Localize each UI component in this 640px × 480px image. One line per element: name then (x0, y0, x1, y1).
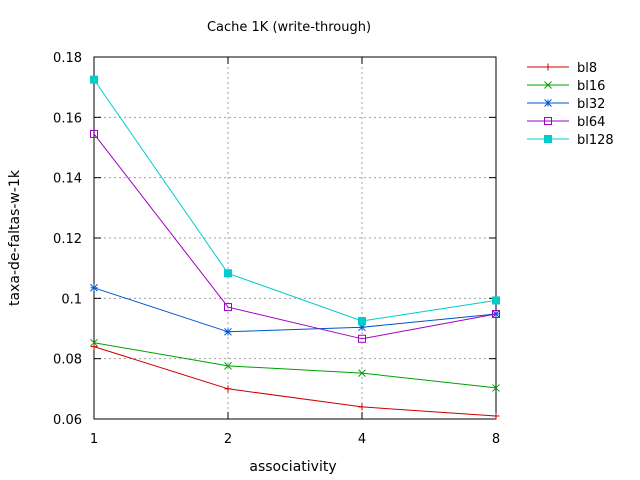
y-tick-label: 0.06 (53, 413, 82, 428)
legend-label: bl32 (577, 97, 605, 112)
data-point (90, 283, 98, 292)
legend-entry: bl64 (527, 115, 605, 130)
data-point (544, 117, 552, 125)
series-line (93, 79, 497, 322)
data-point (492, 296, 500, 305)
y-tick-label: 0.16 (53, 111, 82, 126)
data-point (224, 327, 232, 336)
series-line (93, 287, 497, 333)
legend-label: bl8 (577, 61, 597, 76)
data-point (358, 403, 366, 411)
x-tick-label: 1 (90, 432, 98, 447)
data-point (224, 362, 232, 370)
data-point (90, 129, 98, 138)
data-point (544, 99, 552, 107)
series-line (93, 342, 497, 389)
legend-label: bl64 (577, 115, 605, 130)
data-point (492, 412, 500, 420)
y-tick-label: 0.08 (53, 353, 82, 368)
data-point (224, 269, 232, 278)
legend: bl8 bl16 bl32 bl64 bl128 (527, 61, 614, 148)
data-point (358, 369, 366, 378)
series-bl128 (90, 75, 500, 325)
legend-entry: bl128 (527, 133, 614, 148)
data-point (544, 63, 552, 71)
series-layer (90, 75, 500, 420)
data-point (224, 385, 232, 393)
ticks: 0.06 0.08 0.1 0.12 0.14 0.16 0.18 1 2 4 8 (53, 51, 500, 447)
x-axis-title: associativity (249, 459, 336, 475)
data-point (544, 81, 552, 89)
y-axis-title: taxa-de-faltas-w-1k (7, 169, 23, 306)
series-line (93, 346, 497, 417)
data-point (90, 343, 98, 351)
data-point (358, 316, 366, 325)
y-tick-label: 0.12 (53, 232, 82, 247)
data-point (90, 75, 98, 84)
data-point (492, 384, 500, 392)
series-line (93, 133, 497, 340)
legend-entry: bl8 (527, 61, 597, 76)
legend-label: bl128 (577, 133, 614, 148)
data-point (544, 135, 552, 143)
legend-entry: bl16 (527, 79, 605, 94)
data-point (224, 303, 232, 312)
legend-label: bl16 (577, 79, 605, 94)
y-tick-label: 0.14 (53, 172, 82, 187)
data-point (492, 310, 500, 319)
legend-entry: bl32 (527, 97, 605, 112)
series-bl8 (90, 343, 500, 420)
x-tick-label: 2 (224, 432, 232, 447)
grid (94, 57, 496, 419)
x-tick-label: 4 (358, 432, 366, 447)
y-tick-label: 0.18 (53, 51, 82, 66)
series-bl64 (90, 129, 500, 343)
data-point (358, 334, 366, 343)
data-point (90, 338, 98, 347)
series-bl16 (90, 338, 500, 392)
data-point (358, 323, 366, 332)
x-tick-label: 8 (492, 432, 500, 447)
chart-title: Cache 1K (write-through) (207, 20, 371, 35)
y-tick-label: 0.1 (61, 292, 82, 307)
